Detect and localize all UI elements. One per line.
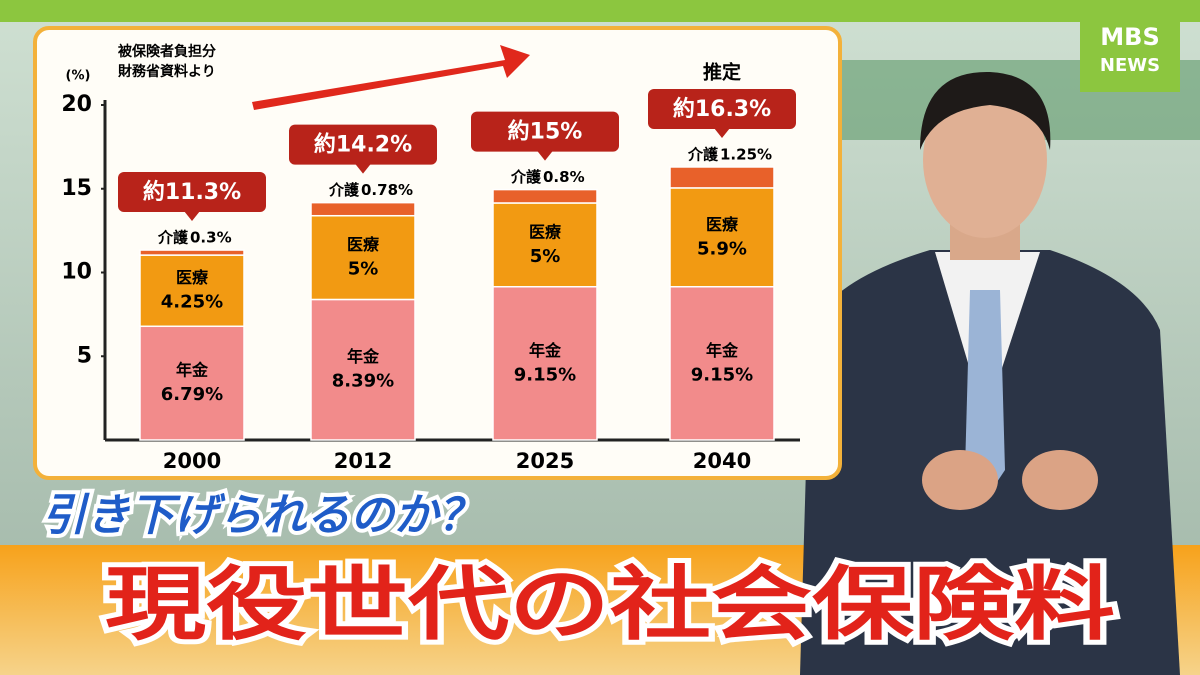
headline-question: 引き下げられるのか？ xyxy=(42,490,482,541)
segment-label: 6.79% xyxy=(161,384,223,405)
bar-segment xyxy=(492,285,598,441)
y-tick-label: 10 xyxy=(61,260,92,285)
total-callout xyxy=(118,172,266,213)
segment-name: 医療 xyxy=(706,215,739,234)
y-tick-label: 20 xyxy=(61,92,92,117)
total-callout xyxy=(471,111,619,152)
bar-segment xyxy=(669,285,775,441)
segment-name: 年金 xyxy=(176,361,209,380)
total-callout-pointer xyxy=(355,163,371,174)
total-callout xyxy=(289,124,437,165)
segment-label: 8.39% xyxy=(332,371,394,392)
segment-label: 0.3% xyxy=(190,229,232,247)
bar-segment xyxy=(139,325,245,441)
segment-label: 1.25% xyxy=(720,145,772,163)
source-note: 被保険者負担分 xyxy=(118,43,216,60)
segment-label: 5% xyxy=(530,246,561,267)
x-tick-label: 2012 xyxy=(334,449,392,473)
total-label: 約16.3% xyxy=(673,96,771,122)
bar-segment xyxy=(139,254,245,328)
segment-name: 介護 xyxy=(328,181,360,199)
logo-brand: MBS xyxy=(1100,23,1159,51)
x-tick-label: 2040 xyxy=(693,449,751,473)
total-label: 約14.2% xyxy=(314,132,412,158)
bar-segment xyxy=(310,298,416,441)
total-callout xyxy=(648,88,796,129)
segment-name: 医療 xyxy=(347,235,380,254)
source-note: 財務省資料より xyxy=(117,63,216,80)
total-label: 約15% xyxy=(508,119,583,145)
bar-segment xyxy=(669,166,775,189)
y-tick-label: 15 xyxy=(61,176,92,201)
logo-box xyxy=(1080,20,1180,92)
total-callout-pointer xyxy=(184,211,200,222)
segment-label: 5% xyxy=(348,259,379,280)
bar-segment xyxy=(669,187,775,288)
estimate-label: 推定 xyxy=(703,60,741,83)
segment-label: 9.15% xyxy=(691,364,753,385)
bar-segment xyxy=(310,201,416,217)
y-tick-label: 5 xyxy=(77,343,92,368)
bar-segment xyxy=(492,202,598,288)
bar-segment xyxy=(492,188,598,204)
segment-name: 年金 xyxy=(529,341,562,360)
segment-name: 年金 xyxy=(706,341,739,360)
segment-name: 介護 xyxy=(510,168,542,186)
headline-title: 現役世代の社会保険料 xyxy=(105,558,1115,651)
total-callout-pointer xyxy=(537,150,553,161)
x-tick-label: 2025 xyxy=(516,449,574,473)
segment-name: 医療 xyxy=(529,222,562,241)
bar-segment xyxy=(139,249,245,256)
total-label: 約11.3% xyxy=(143,179,241,205)
segment-label: 5.9% xyxy=(697,238,747,259)
segment-label: 9.15% xyxy=(514,364,576,385)
segment-label: 0.78% xyxy=(361,181,413,199)
top-band xyxy=(0,0,1200,22)
segment-name: 介護 xyxy=(687,145,719,163)
total-callout-pointer xyxy=(714,127,730,138)
bar-segment xyxy=(310,214,416,301)
x-tick-label: 2000 xyxy=(163,449,221,473)
segment-name: 介護 xyxy=(157,229,189,247)
y-unit-label: (%) xyxy=(66,69,91,84)
trend-arrow xyxy=(252,45,530,110)
presenter xyxy=(800,71,1180,675)
segment-label: 4.25% xyxy=(161,292,223,313)
logo-sub: NEWS xyxy=(1100,55,1160,76)
segment-label: 0.8% xyxy=(543,168,585,186)
segment-name: 医療 xyxy=(176,268,209,287)
segment-name: 年金 xyxy=(347,347,380,366)
